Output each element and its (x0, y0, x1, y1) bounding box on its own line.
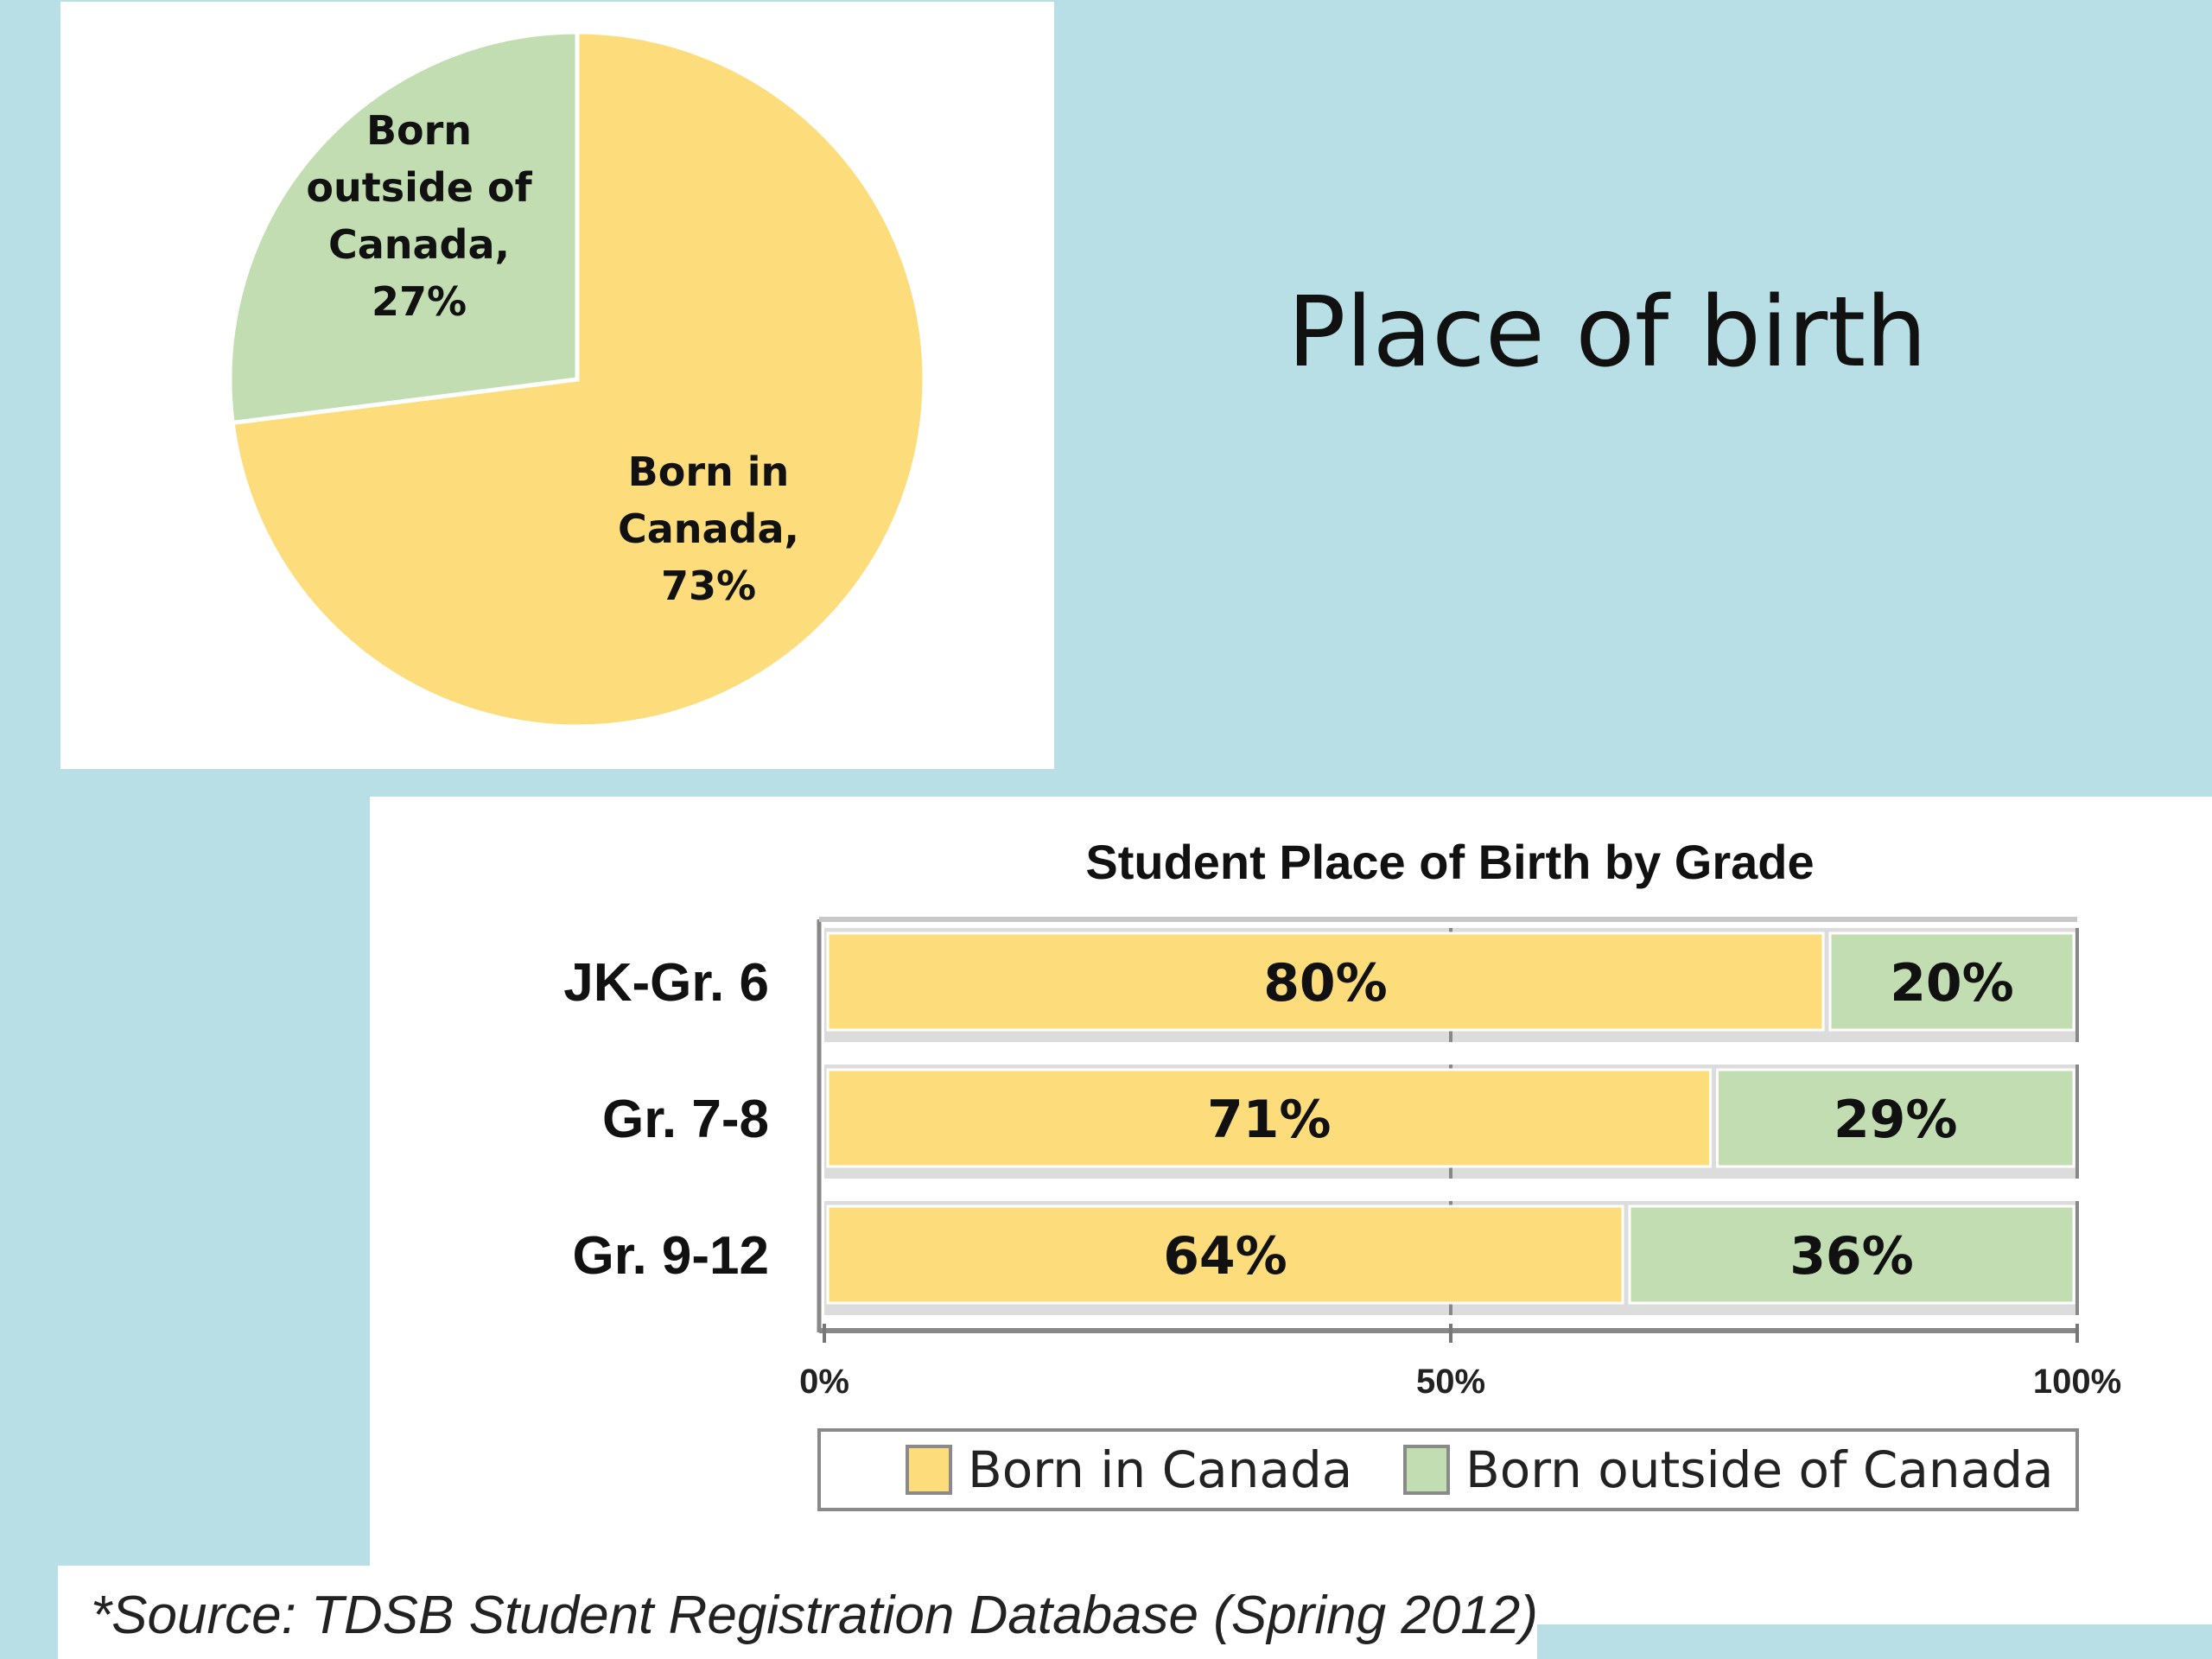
legend-label: Born outside of Canada (1465, 1440, 2054, 1499)
bar-value-label: 36% (1789, 1226, 1914, 1287)
bar-born-outside-canada (1628, 1205, 2075, 1305)
category-label: JK-Gr. 6 (563, 953, 769, 1013)
pie-slice-label: Born in Canada, 73% (618, 448, 799, 609)
bar-chart-panel: Student Place of Birth by Grade 80% 20% JK-… (370, 797, 2212, 1624)
pie-label-line: Born (366, 107, 472, 154)
bar-born-in-canada (826, 1068, 1712, 1168)
pie-slice-label: Born outside of Canada, 27% (306, 107, 532, 325)
bar-born-in-canada (826, 1205, 1624, 1305)
x-tick-label: 100% (2033, 1363, 2121, 1401)
pie-chart: Born in Canada, 73% Born outside of Canada, 27… (227, 29, 927, 729)
category-label: Gr. 7-8 (602, 1090, 769, 1149)
pie-label-line: Born in (628, 448, 790, 495)
bar-born-in-canada (826, 931, 1825, 1032)
pie-chart-panel: Born in Canada, 73% Born outside of Canada, 27… (60, 2, 1054, 769)
pie-slice (227, 29, 580, 426)
stacked-bar-chart: Student Place of Birth by Grade 80% 20% JK-… (563, 835, 2121, 1511)
bar-born-outside-canada (1716, 1068, 2075, 1168)
bar-value-label: 80% (1263, 953, 1388, 1014)
chart-title: Student Place of Birth by Grade (1085, 835, 1814, 889)
category-label: Gr. 9-12 (573, 1226, 769, 1286)
bar-born-outside-canada (1828, 931, 2075, 1032)
bar-value-label: 71% (1207, 1090, 1332, 1150)
bar-value-label: 29% (1834, 1090, 1958, 1150)
x-tick-label: 50% (1416, 1363, 1485, 1401)
pie-label-line: Canada, (618, 505, 799, 552)
pie-label-line: Canada, (328, 221, 510, 268)
slide-title: Place of birth (1287, 276, 1928, 389)
bar-value-label: 64% (1163, 1226, 1287, 1287)
pie-label-line: 73% (661, 563, 756, 609)
bar-value-label: 20% (1890, 953, 2014, 1014)
legend-box (817, 1428, 2079, 1511)
legend-swatch (1403, 1445, 1450, 1495)
source-note-panel: *Source: TDSB Student Registration Datab… (58, 1566, 1538, 1659)
legend-label: Born in Canada (968, 1440, 1352, 1499)
x-tick-label: 0% (799, 1363, 849, 1401)
legend-swatch (906, 1445, 952, 1495)
pie-label-line: outside of (306, 164, 532, 211)
pie-label-line: 27% (372, 278, 467, 325)
source-note: *Source: TDSB Student Registration Datab… (91, 1586, 1538, 1645)
